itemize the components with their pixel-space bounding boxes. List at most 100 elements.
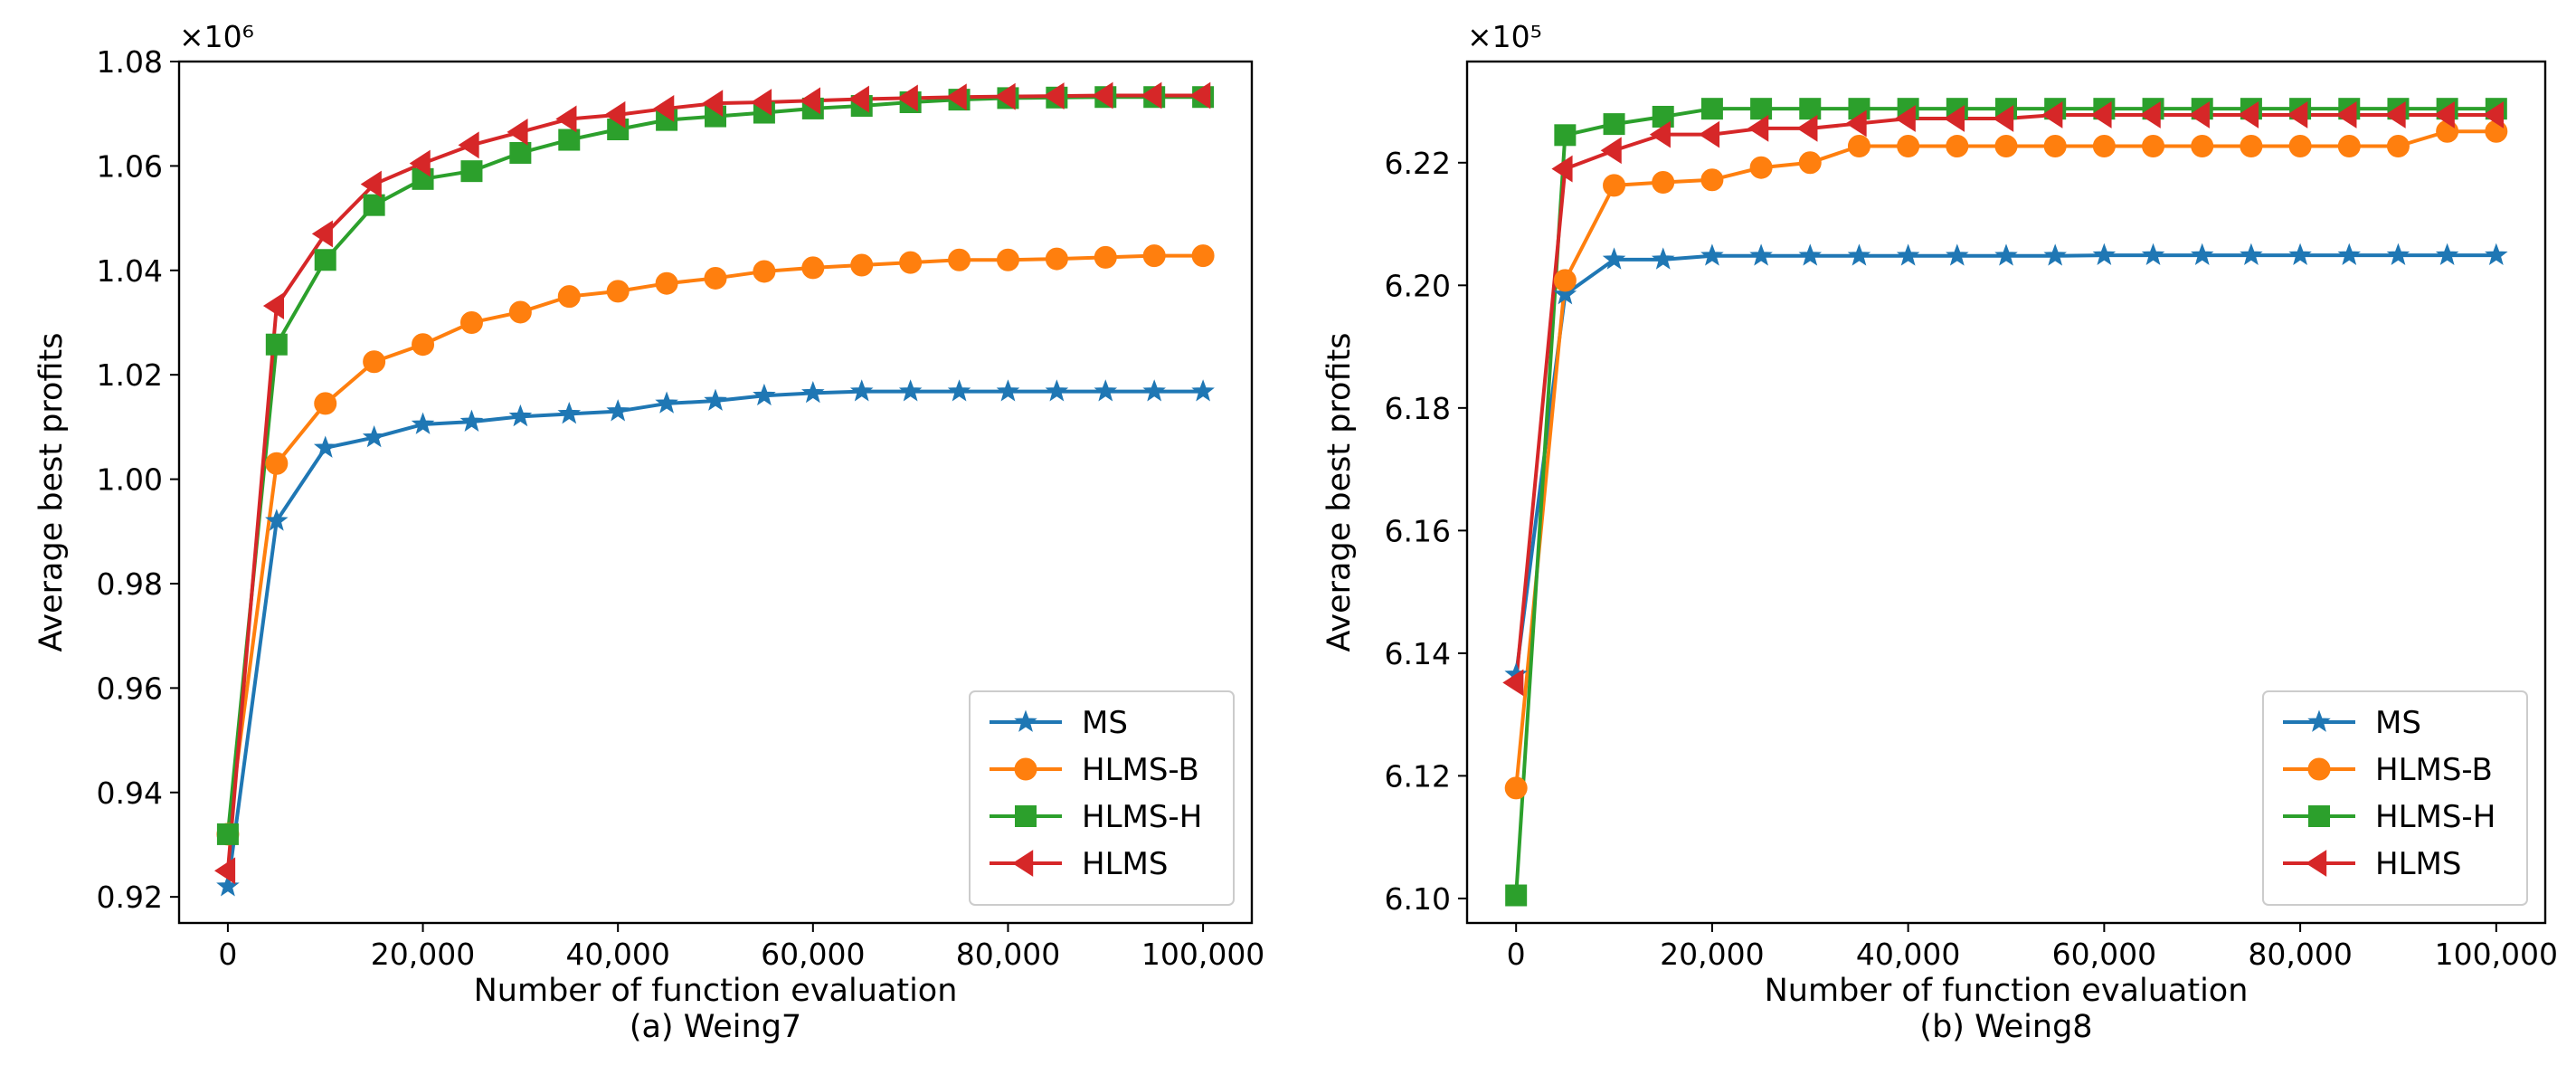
data-point-hlms (1698, 120, 1720, 148)
data-point-hlms-h (1750, 98, 1773, 120)
data-point-hlms-b (606, 280, 630, 303)
data-point-hlms-b (508, 300, 532, 324)
x-tick-label: 80,000 (956, 937, 1060, 972)
legend-marker-hlms (2306, 850, 2327, 877)
legend-label-hlms-b: HLMS-B (2375, 752, 2493, 788)
data-point-hlms-h (1603, 113, 1625, 136)
data-point-hlms (702, 90, 724, 118)
axis-scale-label: ×10⁶ (179, 19, 254, 54)
data-point-ms (753, 383, 776, 406)
data-point-ms (704, 388, 727, 411)
data-point-ms (2485, 243, 2508, 265)
data-point-hlms-b (1603, 174, 1626, 197)
y-tick-label: 6.14 (1385, 636, 1451, 671)
data-point-hlms-b (1652, 170, 1675, 194)
data-point-hlms-b (1094, 245, 1117, 269)
data-point-hlms (409, 149, 431, 177)
axes-frame (1465, 60, 2547, 925)
data-point-hlms (1502, 669, 1524, 697)
data-point-ms (2386, 243, 2410, 265)
data-point-hlms-b (899, 251, 923, 274)
data-point-hlms (1649, 120, 1671, 148)
y-tick-label: 0.92 (97, 880, 163, 915)
series-markers-hlms (213, 81, 1211, 885)
data-point-ms (1094, 379, 1118, 402)
data-point-hlms-b (1553, 269, 1577, 292)
data-point-ms (1191, 379, 1215, 402)
legend-marker-ms (1014, 709, 1037, 732)
series-line-hlms-b (1514, 129, 2496, 789)
data-point-hlms-h (509, 141, 532, 164)
data-point-ms (2092, 243, 2117, 265)
y-tick-label: 6.12 (1385, 758, 1451, 794)
legend-marker-hlms-h (2308, 805, 2330, 827)
data-point-ms (1946, 243, 1969, 266)
data-point-hlms-b (1994, 135, 2018, 158)
data-point-hlms-b (557, 285, 581, 309)
data-point-hlms-b (2288, 135, 2312, 158)
legend-marker-hlms (1012, 850, 1034, 877)
data-point-ms (362, 424, 386, 448)
x-tick-label: 60,000 (761, 937, 865, 972)
legend-box (2262, 690, 2528, 906)
data-point-ms (216, 874, 240, 897)
legend-label-hlms-b: HLMS-B (1082, 752, 1199, 788)
series-line-hlms (1514, 112, 2496, 683)
data-point-hlms (213, 857, 236, 885)
data-point-hlms-b (753, 260, 776, 283)
data-point-hlms (2041, 101, 2063, 128)
data-point-hlms (555, 105, 577, 133)
data-point-ms (801, 380, 825, 404)
data-point-hlms-b (996, 248, 1019, 271)
x-tick-label: 20,000 (1660, 937, 1764, 972)
series-markers-ms (1504, 243, 2508, 685)
data-point-hlms (1600, 137, 1622, 165)
data-point-ms (557, 402, 582, 424)
series-markers-hlms-b (1504, 119, 2508, 800)
data-point-hlms (1551, 155, 1573, 183)
data-point-ms (1602, 247, 1626, 270)
data-point-hlms-h (314, 249, 336, 271)
data-point-ms (655, 391, 678, 414)
y-tick-label: 6.22 (1385, 146, 1451, 181)
data-point-hlms (311, 220, 333, 248)
data-point-hlms (1747, 114, 1769, 142)
data-point-hlms (2335, 101, 2357, 128)
data-point-ms (1749, 243, 1773, 266)
figure-caption: (b) Weing8 (1919, 1009, 2092, 1045)
data-point-ms (265, 509, 289, 531)
y-tick-label: 1.02 (97, 357, 163, 393)
data-point-hlms (2482, 101, 2505, 128)
data-point-hlms-b (948, 248, 971, 271)
data-point-hlms (2384, 101, 2406, 128)
data-point-hlms-b (265, 452, 289, 475)
axes-frame (177, 60, 1254, 925)
data-point-hlms (1141, 81, 1162, 109)
data-point-hlms (458, 131, 479, 159)
data-point-hlms-b (2386, 135, 2410, 158)
series-line-ms (1514, 253, 2496, 675)
legend-label-ms: MS (1082, 705, 1128, 741)
data-point-hlms-b (1847, 135, 1870, 158)
data-point-ms (1700, 243, 1724, 266)
y-tick-label: 1.00 (97, 462, 163, 498)
data-point-hlms (1894, 105, 1916, 132)
data-point-hlms-b (1045, 247, 1068, 271)
data-point-ms (1847, 243, 1871, 266)
data-point-ms (2043, 243, 2067, 266)
data-point-hlms (262, 292, 285, 319)
data-point-hlms-b (2142, 135, 2165, 158)
data-point-ms (1651, 247, 1675, 270)
y-tick-label: 6.20 (1385, 268, 1451, 303)
data-point-hlms-h (216, 823, 239, 845)
data-point-hlms (896, 84, 918, 112)
y-tick-label: 1.04 (97, 253, 163, 289)
legend-label-hlms-h: HLMS-H (1082, 799, 1202, 835)
legend-marker-ms (2307, 709, 2331, 732)
x-tick-label: 100,000 (1141, 937, 1264, 972)
data-point-hlms (604, 100, 626, 128)
figure-caption: (a) Weing7 (630, 1009, 801, 1045)
x-tick-label: 0 (1507, 937, 1526, 972)
series-markers-ms (216, 379, 1215, 897)
